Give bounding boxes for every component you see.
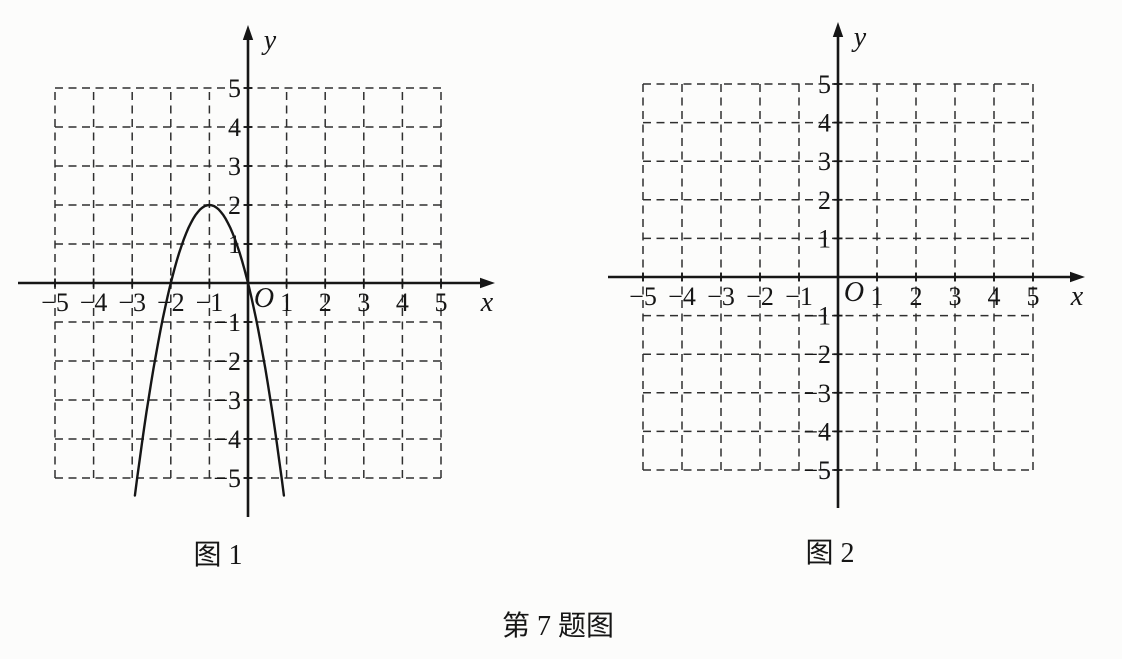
y-axis-arrowhead-icon xyxy=(832,22,844,37)
x-tick-label: −3 xyxy=(118,288,146,317)
origin-label: O xyxy=(844,277,864,308)
x-tick-label: −2 xyxy=(157,288,185,317)
x-tick-label: 1 xyxy=(280,288,293,317)
x-axis-arrowhead-icon xyxy=(480,277,495,289)
x-tick-label: 2 xyxy=(910,282,923,311)
y-tick-label: −5 xyxy=(213,464,241,493)
y-tick-label: −3 xyxy=(213,386,241,415)
y-tick-label: −4 xyxy=(213,425,241,454)
y-tick-label: 2 xyxy=(228,191,241,220)
x-tick-label: 3 xyxy=(949,282,962,311)
x-tick-label: −1 xyxy=(785,282,813,311)
y-tick-label: −4 xyxy=(803,417,831,446)
y-axis-arrowhead-icon xyxy=(242,25,254,40)
x-axis-arrowhead-icon xyxy=(1070,271,1085,283)
y-tick-label: 5 xyxy=(228,74,241,103)
y-tick-label: −3 xyxy=(803,379,831,408)
y-tick-label: −2 xyxy=(213,347,241,376)
figure1-caption: 图 1 xyxy=(193,540,243,571)
x-tick-label: 1 xyxy=(871,282,884,311)
y-tick-label: −5 xyxy=(803,456,831,485)
origin-label: O xyxy=(254,283,274,314)
x-tick-label: 5 xyxy=(435,288,448,317)
y-tick-label: 3 xyxy=(818,147,831,176)
y-tick-label: −2 xyxy=(803,340,831,369)
y-axis-label: y xyxy=(261,25,277,56)
x-tick-label: −4 xyxy=(668,282,696,311)
x-tick-label: 4 xyxy=(988,282,1001,311)
y-axis-label: y xyxy=(851,22,867,53)
x-tick-label: 3 xyxy=(357,288,370,317)
problem-caption: 第 7 题图 xyxy=(501,611,614,642)
x-tick-label: −3 xyxy=(707,282,735,311)
parabola-curve xyxy=(133,203,286,497)
x-tick-label: 2 xyxy=(319,288,332,317)
y-tick-label: 1 xyxy=(818,224,831,253)
x-tick-label: −2 xyxy=(746,282,774,311)
y-tick-label: 1 xyxy=(228,230,241,259)
x-tick-label: 5 xyxy=(1027,282,1040,311)
x-tick-label: −5 xyxy=(41,288,69,317)
x-tick-label: −5 xyxy=(629,282,657,311)
figure2-caption: 图 2 xyxy=(805,538,855,569)
y-tick-label: 3 xyxy=(228,152,241,181)
y-tick-label: 4 xyxy=(228,113,241,142)
x-tick-label: −1 xyxy=(196,288,224,317)
x-axis-label: x xyxy=(480,287,494,318)
y-tick-label: −1 xyxy=(213,308,241,337)
y-tick-label: 4 xyxy=(818,109,831,138)
x-tick-label: 4 xyxy=(396,288,409,317)
y-tick-label: −1 xyxy=(803,302,831,331)
y-tick-label: 2 xyxy=(818,186,831,215)
x-tick-label: −4 xyxy=(80,288,108,317)
y-tick-label: 5 xyxy=(818,70,831,99)
x-axis-label: x xyxy=(1070,281,1084,312)
